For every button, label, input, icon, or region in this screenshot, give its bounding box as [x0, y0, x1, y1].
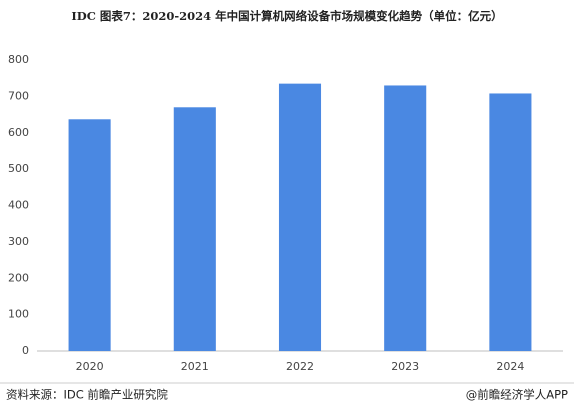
y-tick-label: 200 [8, 271, 29, 284]
bar [278, 83, 322, 352]
y-tick-label: 400 [8, 199, 29, 212]
y-tick-label: 800 [8, 53, 29, 66]
bar [173, 107, 216, 351]
x-tick-label: 2021 [181, 360, 209, 373]
y-tick-label: 100 [8, 308, 29, 321]
y-tick-label: 600 [8, 126, 29, 139]
bar [489, 93, 532, 351]
x-tick-label: 2023 [391, 360, 419, 373]
bar [68, 119, 111, 351]
y-tick-label: 0 [22, 344, 29, 357]
y-tick-label: 700 [8, 89, 29, 102]
y-tick-label: 300 [8, 235, 29, 248]
credit: @前瞻经济学人APP [466, 388, 568, 402]
bar [384, 85, 427, 352]
x-tick-label: 2022 [286, 360, 314, 373]
x-tick-label: 2020 [76, 360, 104, 373]
y-tick-label: 500 [8, 162, 29, 175]
chart-title: IDC 图表7：2020-2024 年中国计算机网络设备市场规模变化趋势（单位：… [71, 9, 502, 23]
x-tick-label: 2024 [496, 360, 524, 373]
source-note: 资料来源：IDC 前瞻产业研究院 [6, 388, 168, 402]
